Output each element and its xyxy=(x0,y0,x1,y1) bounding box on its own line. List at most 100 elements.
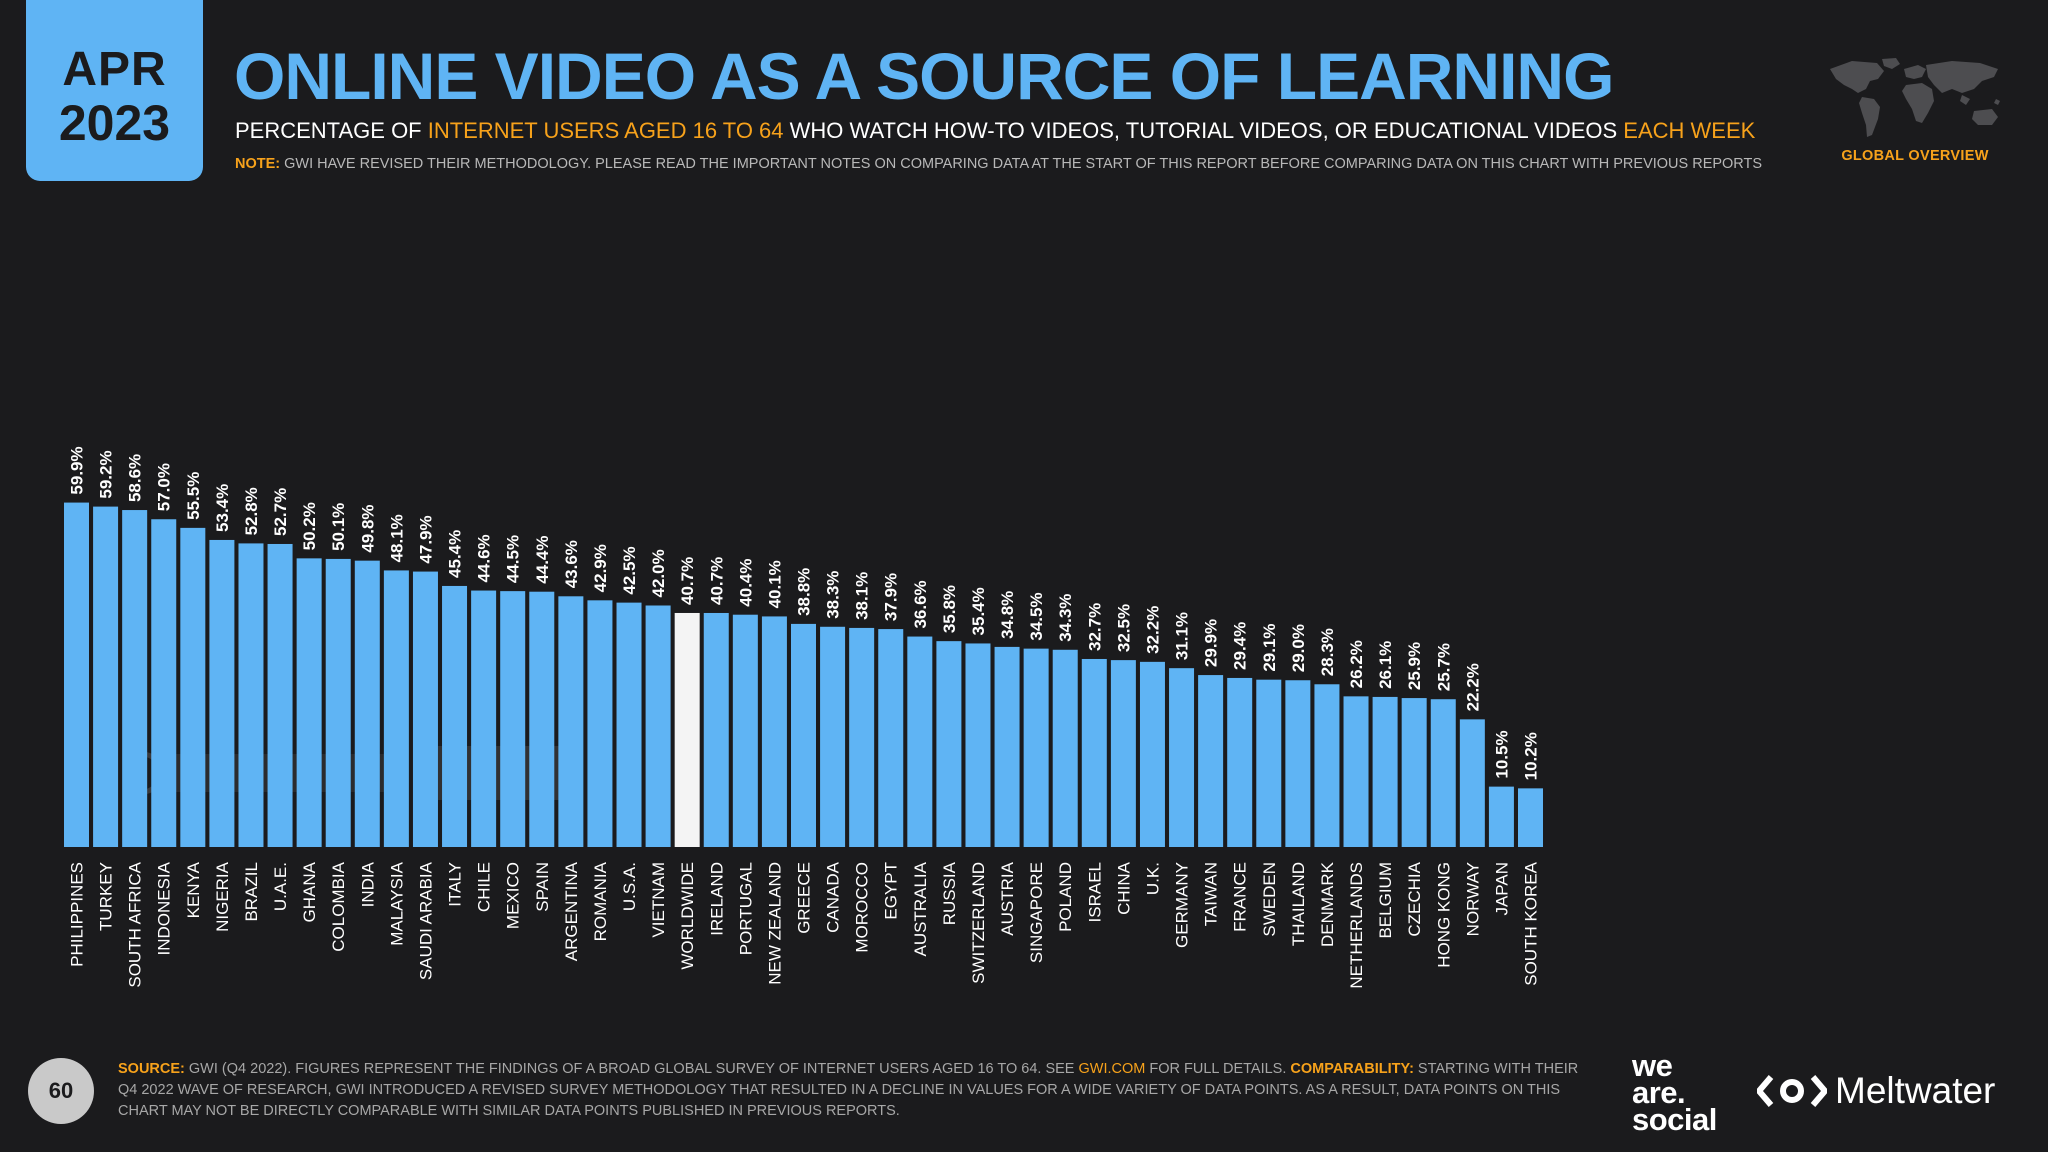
section-label: GLOBAL OVERVIEW xyxy=(1841,148,1989,164)
we-are-social-logo: we are. social xyxy=(1632,1050,1717,1137)
bar-belgium xyxy=(1372,696,1398,847)
bar-worldwide xyxy=(674,612,700,847)
bar-south-africa xyxy=(122,510,148,847)
category-label-belgium: BELGIUM xyxy=(1376,862,1395,939)
bar-u-a-e xyxy=(267,543,293,847)
category-label-india: INDIA xyxy=(358,861,377,907)
category-label-brazil: BRAZIL xyxy=(242,862,261,922)
category-label-taiwan: TAIWAN xyxy=(1202,862,1221,926)
bar-egypt xyxy=(878,629,904,847)
bar-germany xyxy=(1169,668,1195,847)
value-label-belgium: 26.1% xyxy=(1376,641,1395,689)
bar-kenya xyxy=(180,527,206,847)
bar-india xyxy=(354,560,380,847)
category-label-denmark: DENMARK xyxy=(1318,861,1337,947)
category-label-worldwide: WORLDWIDE xyxy=(678,862,697,970)
source-link[interactable]: GWI.COM xyxy=(1078,1061,1146,1077)
value-label-egypt: 37.9% xyxy=(882,573,901,621)
category-label-greece: GREECE xyxy=(795,862,814,934)
bar-japan xyxy=(1488,786,1514,847)
bar-mexico xyxy=(500,591,526,847)
value-label-czechia: 25.9% xyxy=(1405,642,1424,690)
bar-ghana xyxy=(296,558,322,847)
category-label-vietnam: VIETNAM xyxy=(649,862,668,938)
bar-italy xyxy=(442,585,468,847)
value-label-philippines: 59.9% xyxy=(68,446,87,494)
source-label: SOURCE: xyxy=(118,1061,185,1077)
value-label-taiwan: 29.9% xyxy=(1202,619,1221,667)
category-label-thailand: THAILAND xyxy=(1289,862,1308,946)
bar-greece xyxy=(791,623,816,847)
category-label-argentina: ARGENTINA xyxy=(562,861,581,961)
category-label-south-africa: SOUTH AFRICA xyxy=(126,861,145,987)
category-label-poland: POLAND xyxy=(1056,862,1075,932)
bar-brazil xyxy=(238,543,264,847)
category-label-japan: JAPAN xyxy=(1492,862,1511,916)
bar-malaysia xyxy=(383,570,409,847)
value-label-morocco: 38.1% xyxy=(853,572,872,620)
bar-south-korea xyxy=(1518,788,1543,847)
value-label-norway: 22.2% xyxy=(1463,663,1482,711)
category-label-israel: ISRAEL xyxy=(1085,862,1104,922)
page-title: ONLINE VIDEO AS A SOURCE OF LEARNING xyxy=(234,39,1614,113)
value-label-nigeria: 53.4% xyxy=(213,484,232,532)
bar-switzerland xyxy=(965,643,991,847)
value-label-japan: 10.5% xyxy=(1492,730,1511,778)
value-label-canada: 38.3% xyxy=(824,571,843,619)
value-label-new-zealand: 40.1% xyxy=(765,560,784,608)
brand-meltwater: Meltwater xyxy=(1835,1070,1996,1111)
note-text: GWI HAVE REVISED THEIR METHODOLOGY. PLEA… xyxy=(280,156,1763,172)
value-label-colombia: 50.1% xyxy=(329,503,348,551)
brand-line-3: social xyxy=(1632,1102,1717,1137)
category-label-mexico: MEXICO xyxy=(504,862,523,929)
value-label-indonesia: 57.0% xyxy=(155,463,174,511)
value-label-singapore: 34.5% xyxy=(1027,592,1046,640)
category-label-indonesia: INDONESIA xyxy=(155,861,174,955)
value-label-germany: 31.1% xyxy=(1173,612,1192,660)
bar-russia xyxy=(936,641,962,847)
category-label-china: CHINA xyxy=(1114,861,1133,915)
category-label-austria: AUSTRIA xyxy=(998,861,1017,935)
category-label-new-zealand: NEW ZEALAND xyxy=(765,862,784,985)
value-label-poland: 34.3% xyxy=(1056,594,1075,642)
world-map-icon xyxy=(1830,58,2000,137)
value-label-worldwide: 40.7% xyxy=(678,557,697,605)
value-label-greece: 38.8% xyxy=(795,568,814,616)
category-label-norway: NORWAY xyxy=(1463,862,1482,936)
methodology-note: NOTE: GWI HAVE REVISED THEIR METHODOLOGY… xyxy=(235,155,1762,173)
bar-portugal xyxy=(732,614,758,847)
bar-chart: 59.9% PHILIPPINES 59.2% TURKEY 58.6% SOUTH AF… xyxy=(64,446,1543,989)
value-label-israel: 32.7% xyxy=(1085,603,1104,651)
bar-poland xyxy=(1052,649,1078,847)
meltwater-logo-icon xyxy=(1757,1075,1827,1107)
value-label-turkey: 59.2% xyxy=(97,450,116,498)
category-label-romania: ROMANIA xyxy=(591,861,610,941)
value-label-switzerland: 35.4% xyxy=(969,587,988,635)
bar-morocco xyxy=(849,627,875,847)
category-label-egypt: EGYPT xyxy=(882,862,901,920)
value-label-chile: 44.6% xyxy=(475,534,494,582)
value-label-spain: 44.4% xyxy=(533,535,552,583)
value-label-ireland: 40.7% xyxy=(707,557,726,605)
value-label-ghana: 50.2% xyxy=(300,502,319,550)
bar-nigeria xyxy=(209,539,235,847)
bar-france xyxy=(1227,677,1253,847)
category-label-kenya: KENYA xyxy=(184,861,203,918)
value-label-australia: 36.6% xyxy=(911,580,930,628)
value-label-hong-kong: 25.7% xyxy=(1434,643,1453,691)
category-label-u-s-a: U.S.A. xyxy=(620,862,639,911)
bar-hong-kong xyxy=(1430,699,1456,847)
value-label-u-s-a: 42.5% xyxy=(620,546,639,594)
source-note: SOURCE: GWI (Q4 2022). FIGURES REPRESENT… xyxy=(118,1059,1598,1122)
bar-denmark xyxy=(1314,684,1340,847)
category-label-turkey: TURKEY xyxy=(97,862,116,931)
bar-canada xyxy=(820,626,846,847)
bar-new-zealand xyxy=(761,616,787,847)
comparability-label: COMPARABILITY: xyxy=(1290,1061,1414,1077)
value-label-south-korea: 10.2% xyxy=(1522,732,1541,780)
value-label-saudi-arabia: 47.9% xyxy=(416,515,435,563)
category-label-philippines: PHILIPPINES xyxy=(68,862,87,967)
subtitle-highlight-1: INTERNET USERS AGED 16 TO 64 xyxy=(427,118,784,143)
value-label-portugal: 40.4% xyxy=(736,558,755,606)
value-label-brazil: 52.8% xyxy=(242,487,261,535)
